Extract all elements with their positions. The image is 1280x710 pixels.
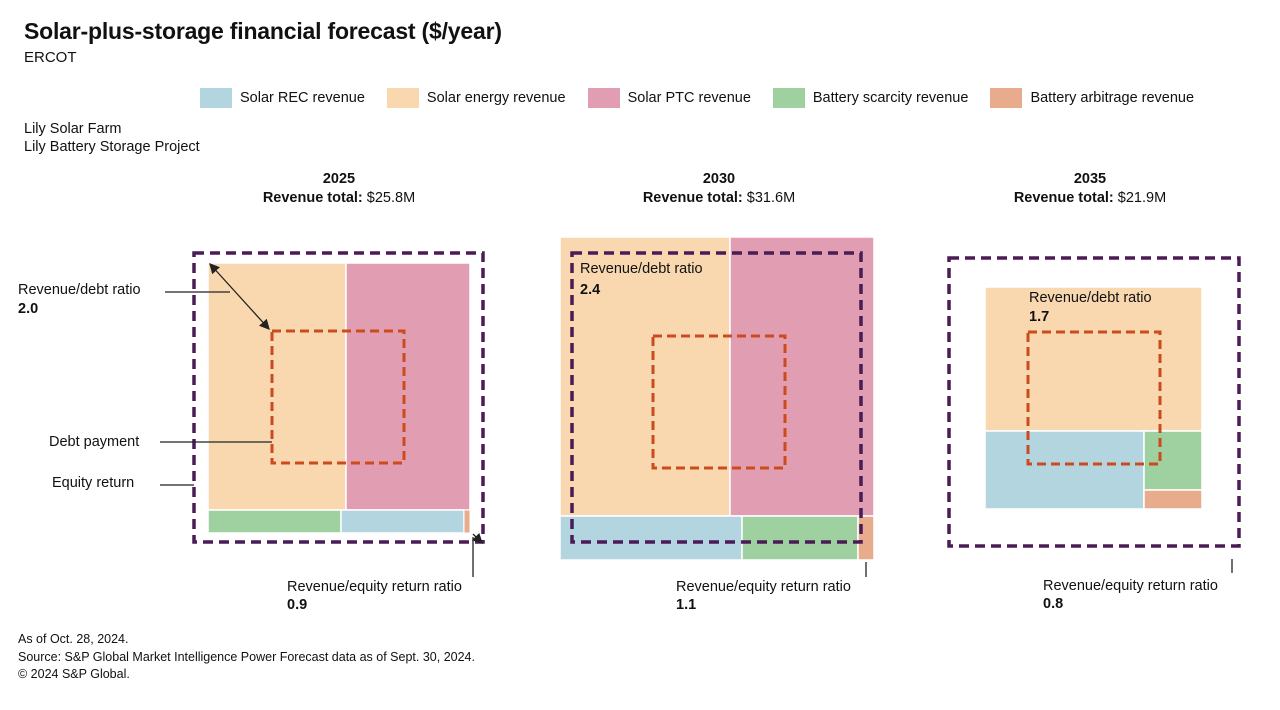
legend-item-battery-scarcity: Battery scarcity revenue xyxy=(772,88,969,108)
block-battery-arbitrage-2030 xyxy=(857,515,875,561)
legend-item-solar-rec: Solar REC revenue xyxy=(200,88,365,108)
block-battery-scarcity-2030 xyxy=(741,515,859,561)
debt-payment-box-2025 xyxy=(270,329,406,465)
total-prefix: Revenue total: xyxy=(1013,190,1114,206)
total-value-2035: $21.9M xyxy=(1117,190,1167,206)
footer-source: Source: S&P Global Market Intelligence P… xyxy=(18,650,475,664)
block-battery-arbitrage-2025 xyxy=(463,509,471,534)
debt-payment-box-2030 xyxy=(651,334,787,470)
total-prefix: Revenue total: xyxy=(262,190,363,206)
value-revenue-equity-ratio-2035: 0.8 xyxy=(1043,596,1064,612)
value-revenue-equity-ratio-2030: 1.1 xyxy=(676,597,697,613)
legend-swatch-battery-arbitrage xyxy=(990,88,1023,108)
block-battery-arbitrage-2035 xyxy=(1143,489,1203,510)
block-battery-scarcity-2035 xyxy=(1143,430,1203,491)
block-solar-energy-2030 xyxy=(559,236,731,517)
diagonal-arrow-2025 xyxy=(209,263,270,330)
label-revenue-equity-ratio-2030: Revenue/equity return ratio xyxy=(676,579,851,595)
legend-label-solar-rec: Solar REC revenue xyxy=(240,90,365,106)
panel-2025 xyxy=(160,251,485,577)
total-prefix: Revenue total: xyxy=(642,190,743,206)
panel-total-2025: Revenue total: $25.8M xyxy=(189,190,489,206)
footer-date: As of Oct. 28, 2024. xyxy=(18,632,129,646)
panel-2030 xyxy=(559,236,875,577)
value-revenue-debt-ratio-2030: 2.4 xyxy=(580,282,601,298)
block-solar-ptc-2025 xyxy=(345,262,471,511)
block-solar-ptc-2030 xyxy=(729,236,875,517)
block-solar-rec-2030 xyxy=(559,515,743,561)
panel-total-2030: Revenue total: $31.6M xyxy=(569,190,869,206)
legend-label-solar-ptc: Solar PTC revenue xyxy=(627,90,751,106)
legend-swatch-battery-scarcity xyxy=(772,88,805,108)
block-solar-energy-2025 xyxy=(207,262,347,511)
legend-item-battery-arbitrage: Battery arbitrage revenue xyxy=(990,88,1194,108)
legend-item-solar-ptc: Solar PTC revenue xyxy=(587,88,751,108)
panel-year-2025: 2025 xyxy=(322,171,356,187)
equity-return-box-2030 xyxy=(570,251,863,544)
legend-label-battery-arbitrage: Battery arbitrage revenue xyxy=(1030,90,1195,106)
value-revenue-debt-ratio-2025: 2.0 xyxy=(18,301,39,317)
panel-2035 xyxy=(947,256,1241,573)
block-solar-energy-2035 xyxy=(984,286,1203,432)
label-revenue-debt-ratio-2025: Revenue/debt ratio xyxy=(18,282,141,298)
legend-item-solar-energy: Solar energy revenue xyxy=(386,88,566,108)
legend: Solar REC revenue Solar energy revenue S… xyxy=(200,87,1194,109)
legend-label-solar-energy: Solar energy revenue xyxy=(426,90,566,106)
label-equity-return: Equity return xyxy=(52,475,135,491)
block-battery-scarcity-2025 xyxy=(207,509,342,534)
label-revenue-debt-ratio-2035: Revenue/debt ratio xyxy=(1029,290,1152,306)
legend-label-battery-scarcity: Battery scarcity revenue xyxy=(812,90,969,106)
equity-corner-arrow-2025 xyxy=(471,532,483,544)
label-revenue-debt-ratio-2030: Revenue/debt ratio xyxy=(580,261,703,277)
panel-total-2035: Revenue total: $21.9M xyxy=(940,190,1240,206)
label-revenue-equity-ratio-2025: Revenue/equity return ratio xyxy=(287,579,462,595)
block-solar-rec-2035 xyxy=(984,430,1145,510)
value-revenue-equity-ratio-2025: 0.9 xyxy=(287,597,308,613)
panel-year-2035: 2035 xyxy=(1073,171,1107,187)
debt-payment-box-2035 xyxy=(1026,330,1162,466)
equity-return-box-2035 xyxy=(947,256,1241,548)
footer-copyright: © 2024 S&P Global. xyxy=(18,667,130,681)
legend-swatch-solar-rec xyxy=(200,88,232,108)
total-value-2030: $31.6M xyxy=(746,190,796,206)
project-name-battery: Lily Battery Storage Project xyxy=(24,139,200,155)
label-debt-payment: Debt payment xyxy=(49,434,140,450)
legend-swatch-solar-energy xyxy=(386,88,419,108)
total-value-2025: $25.8M xyxy=(366,190,416,206)
block-solar-rec-2025 xyxy=(340,509,465,534)
value-revenue-debt-ratio-2035: 1.7 xyxy=(1029,309,1050,325)
chart-subtitle: ERCOT xyxy=(24,49,77,66)
label-revenue-equity-ratio-2035: Revenue/equity return ratio xyxy=(1043,578,1218,594)
chart-title: Solar-plus-storage financial forecast ($… xyxy=(24,18,502,44)
panel-year-2030: 2030 xyxy=(702,171,736,187)
legend-swatch-solar-ptc xyxy=(587,88,620,108)
project-name-solar: Lily Solar Farm xyxy=(24,121,122,137)
equity-return-box-2025 xyxy=(192,251,485,544)
